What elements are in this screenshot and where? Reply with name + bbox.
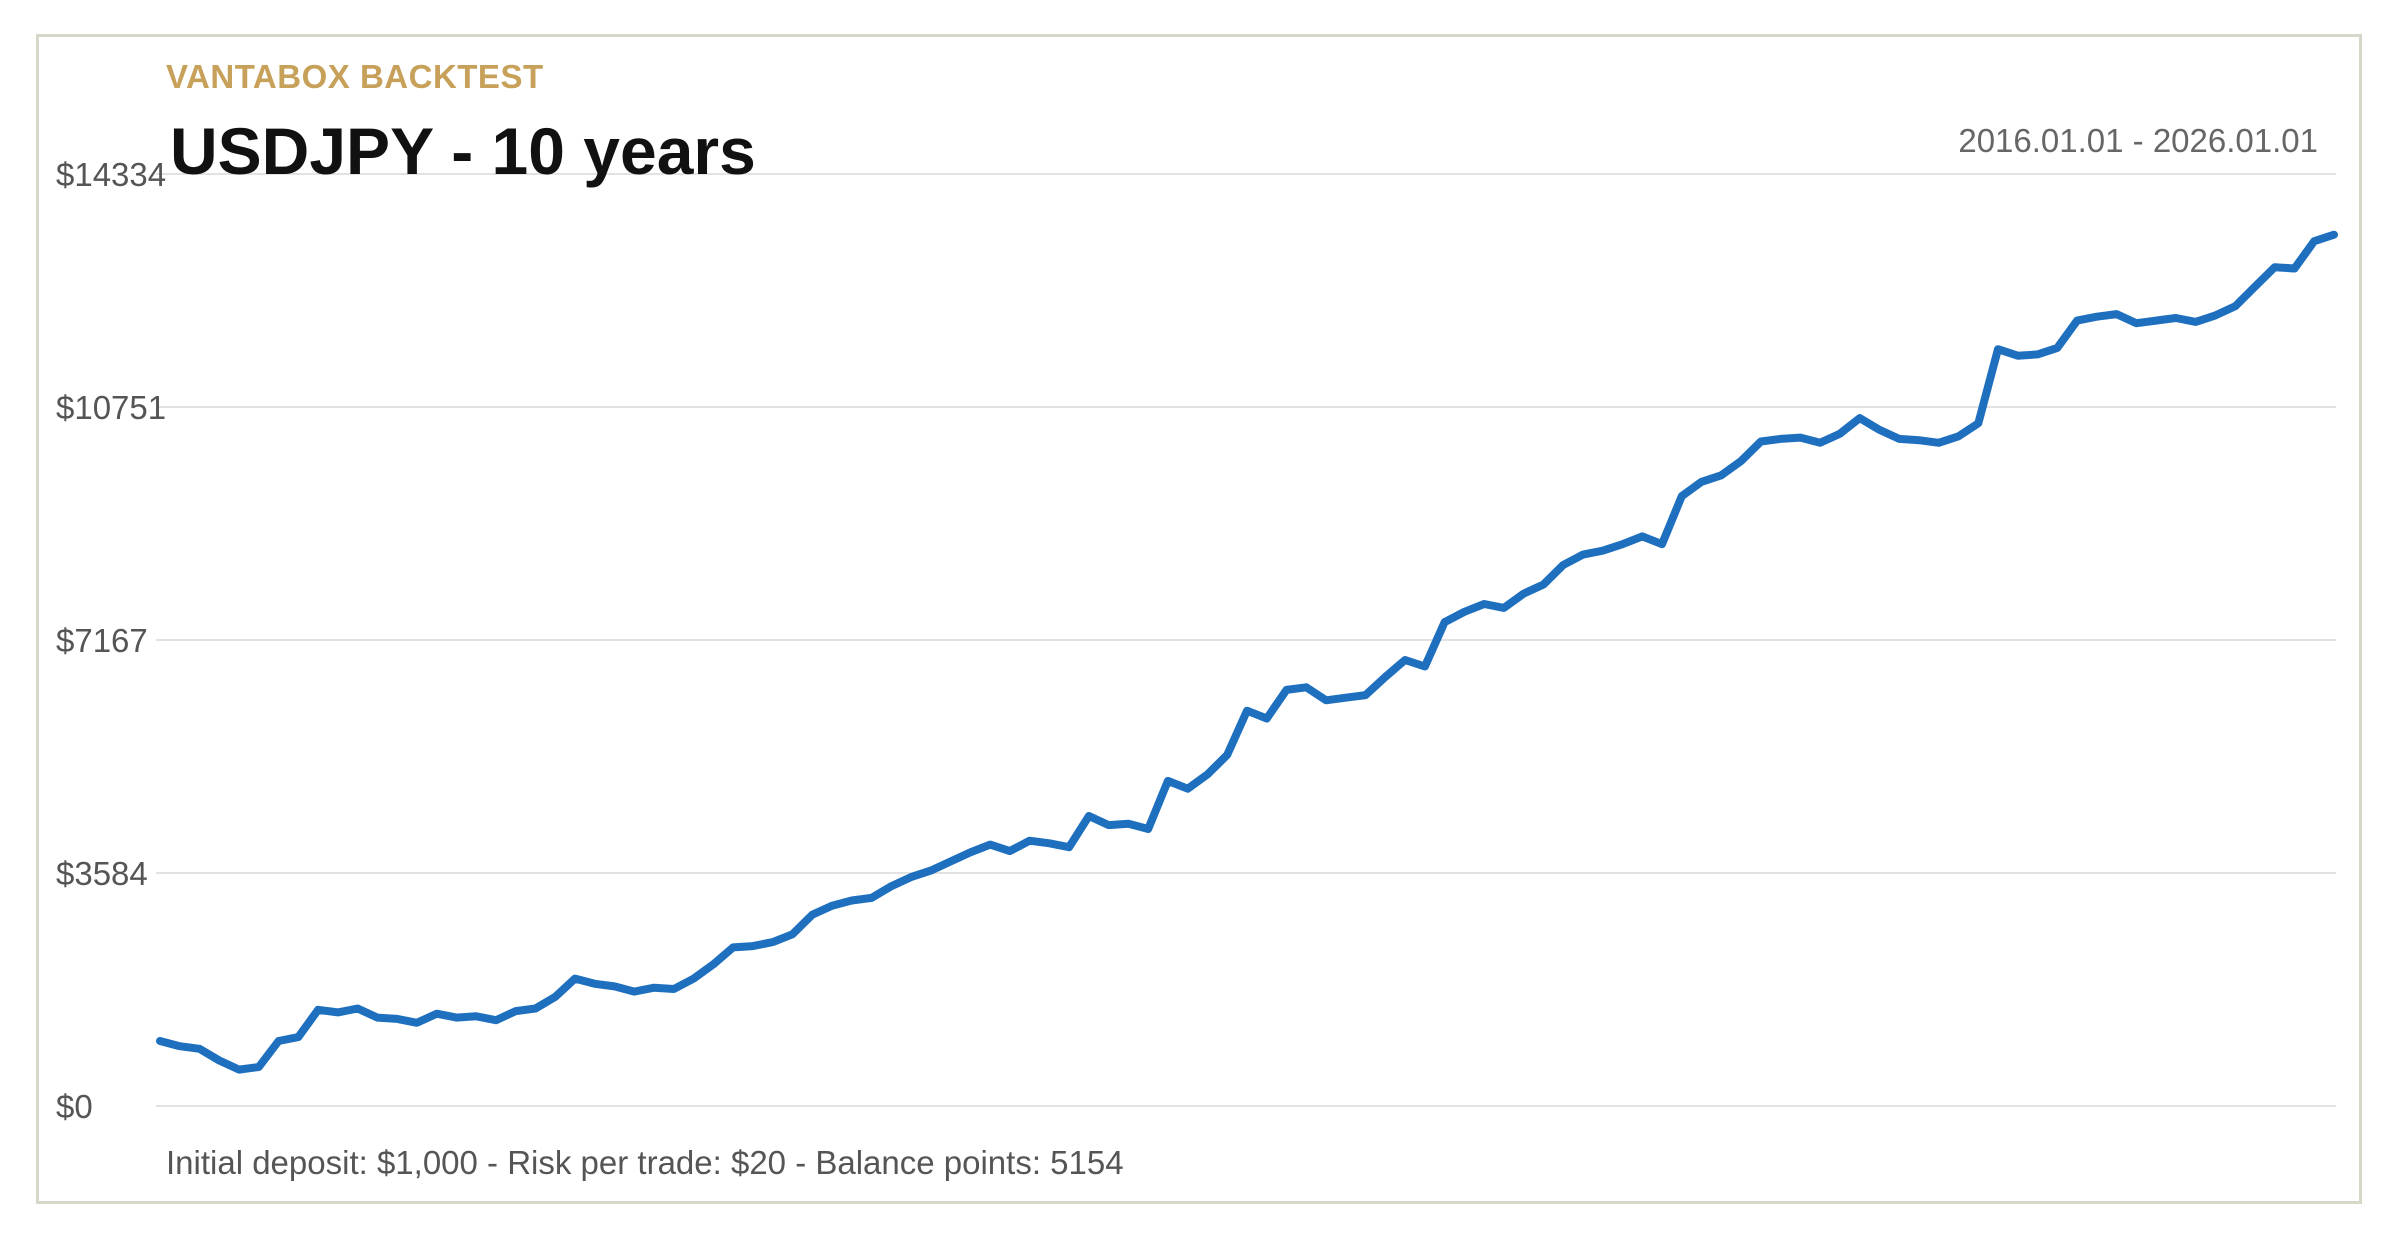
backtest-summary: Initial deposit: $1,000 - Risk per trade… bbox=[166, 1144, 1124, 1181]
y-tick-label: $0 bbox=[56, 1088, 93, 1125]
balance-line bbox=[156, 230, 2338, 1074]
y-tick-label: $7167 bbox=[56, 622, 148, 659]
brand-label: VANTABOX BACKTEST bbox=[166, 58, 544, 95]
chart-title: USDJPY - 10 years bbox=[170, 114, 756, 188]
y-axis-tick-labels: $0 $3584 $7167 $10751 $14334 bbox=[56, 156, 166, 1125]
grid-lines bbox=[156, 173, 2336, 1107]
y-tick-label: $10751 bbox=[56, 389, 166, 426]
date-range: 2016.01.01 - 2026.01.01 bbox=[1958, 122, 2318, 159]
y-tick-label: $14334 bbox=[56, 156, 166, 193]
y-tick-label: $3584 bbox=[56, 855, 148, 892]
chart-card bbox=[36, 34, 2362, 1204]
